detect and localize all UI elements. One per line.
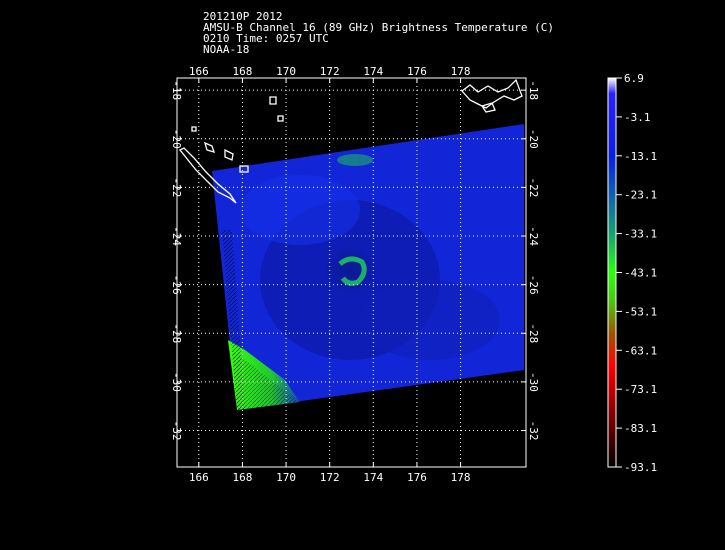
colorbar-label: -83.1	[624, 422, 657, 435]
lat-label-left: -20	[170, 129, 183, 149]
colorbar-label: -33.1	[624, 228, 657, 241]
storm-id: 201210P 2012	[203, 10, 283, 23]
lon-label-top: 174	[363, 65, 383, 78]
lat-label-left: -32	[170, 421, 183, 441]
colorbar-label: 6.9	[624, 72, 644, 85]
lon-label-bottom: 172	[320, 471, 340, 484]
lon-label-bottom: 166	[189, 471, 209, 484]
graticule	[177, 78, 526, 467]
lon-label-top: 178	[451, 65, 471, 78]
colorbar-labels: 6.9 -3.1 -13.1 -23.1 -33.1 -43.1 -53.1 -63.1 -73…	[616, 72, 657, 474]
lon-label-bottom: 170	[276, 471, 296, 484]
lat-label-right: -22	[527, 177, 540, 197]
lat-label-left: -30	[170, 372, 183, 392]
lon-label-top: 172	[320, 65, 340, 78]
lat-label-left: -18	[170, 80, 183, 100]
lon-label-bottom: 176	[407, 471, 427, 484]
lat-label-left: -26	[170, 275, 183, 295]
lon-label-top: 168	[233, 65, 253, 78]
colorbar-label: -93.1	[624, 461, 657, 474]
lat-label-left: -22	[170, 177, 183, 197]
colorbar	[607, 77, 617, 468]
colorbar-label: -3.1	[624, 111, 651, 124]
colorbar-label: -43.1	[624, 267, 657, 280]
lat-label-right: -20	[527, 129, 540, 149]
lat-label-left: -28	[170, 323, 183, 343]
lon-label-bottom: 174	[363, 471, 383, 484]
colorbar-label: -23.1	[624, 189, 657, 202]
lat-label-left: -24	[170, 226, 183, 246]
lon-label-bottom: 178	[451, 471, 471, 484]
satellite-swath	[212, 124, 524, 410]
colorbar-label: -13.1	[624, 150, 657, 163]
lat-label-right: -30	[527, 372, 540, 392]
lon-label-bottom: 168	[233, 471, 253, 484]
colorbar-label: -53.1	[624, 305, 657, 318]
lat-label-right: -26	[527, 275, 540, 295]
lat-label-right: -24	[527, 226, 540, 246]
lon-label-top: 170	[276, 65, 296, 78]
satellite-name: NOAA-18	[203, 43, 250, 56]
axis-ticks	[177, 78, 526, 467]
observation-time: 0210 Time: 0257 UTC	[203, 32, 329, 45]
lat-label-right: -28	[527, 323, 540, 343]
product-title: AMSU-B Channel 16 (89 GHz) Brightness Te…	[203, 21, 554, 34]
eyewall	[338, 256, 367, 286]
colorbar-label: -63.1	[624, 344, 657, 357]
axis-labels: 166 166 168 168 170 170 172 172 174 174 176 176 178 1…	[170, 65, 540, 484]
lon-label-top: 166	[189, 65, 209, 78]
colorbar-label: -73.1	[624, 383, 657, 396]
lat-label-right: -18	[527, 80, 540, 100]
lon-label-top: 176	[407, 65, 427, 78]
lat-label-right: -32	[527, 421, 540, 441]
